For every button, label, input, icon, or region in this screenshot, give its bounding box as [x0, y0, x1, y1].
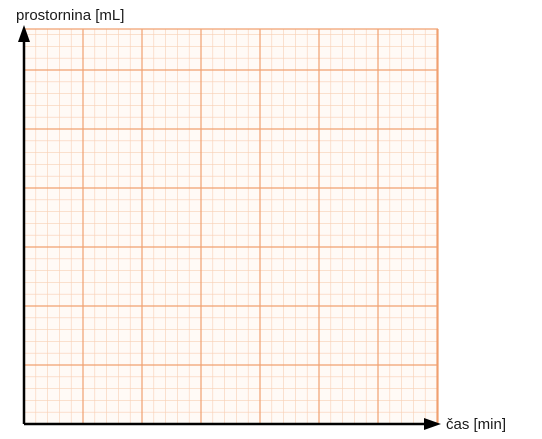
x-axis-arrow — [424, 418, 441, 430]
major-grid — [23, 28, 439, 425]
y-axis-label: prostornina [mL] — [16, 7, 124, 24]
minor-grid — [24, 29, 438, 424]
x-axis-label: čas [min] — [446, 416, 506, 433]
y-axis-arrow — [18, 25, 30, 42]
plot-background — [24, 29, 438, 424]
